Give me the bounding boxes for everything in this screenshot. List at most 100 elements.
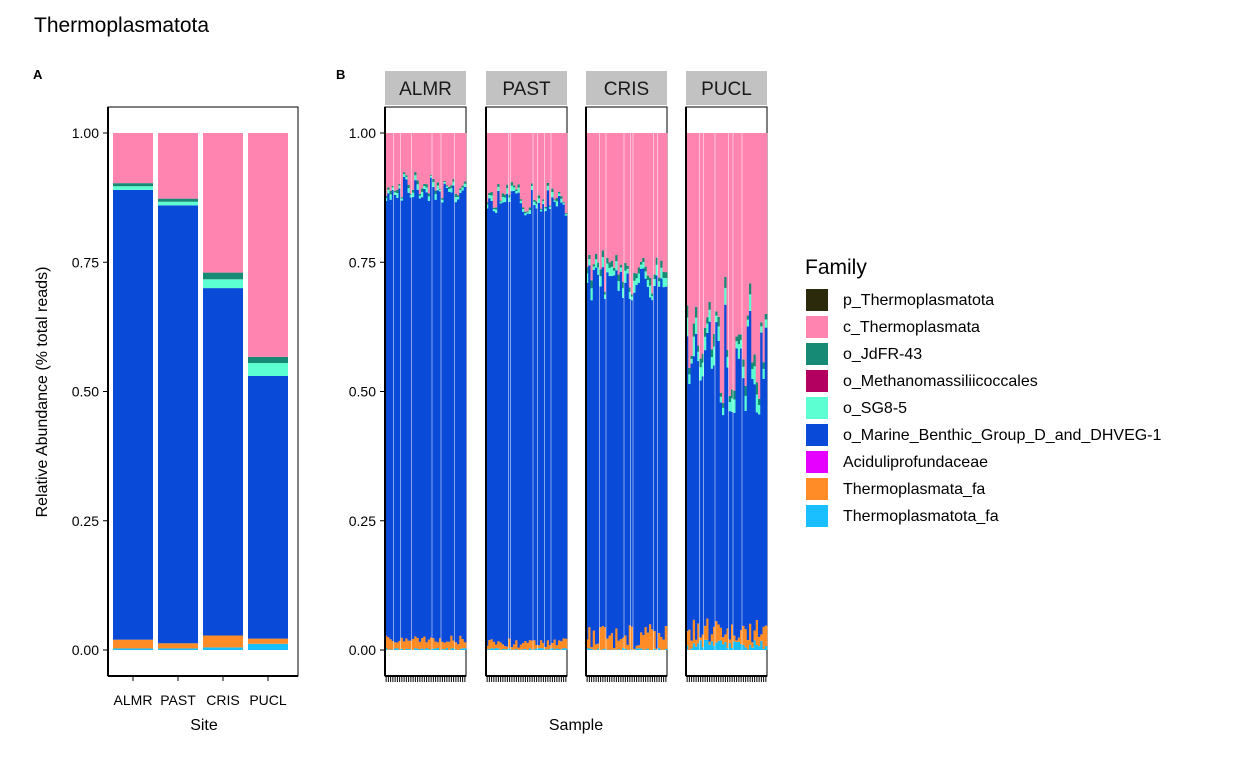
- sample-bar-segment: [731, 647, 734, 650]
- sample-bar-segment: [751, 642, 754, 648]
- sample-bar-segment: [562, 202, 566, 204]
- bar-segment: [113, 186, 153, 190]
- sample-bar-segment: [434, 190, 438, 195]
- sample-bar-segment: [555, 198, 559, 202]
- sample-bar-segment: [457, 195, 460, 197]
- sample-bar-segment: [617, 640, 621, 650]
- sample-bar-segment: [649, 285, 652, 298]
- sample-bar-segment: [758, 405, 761, 415]
- sample-bar-segment: [558, 649, 561, 650]
- sample-bar-segment: [740, 630, 743, 645]
- sample-bar-segment: [461, 185, 465, 188]
- legend-swatch: [806, 316, 828, 338]
- sample-bar-segment: [704, 625, 707, 640]
- sample-bar-segment: [459, 133, 462, 189]
- sample-bar-segment: [560, 198, 563, 203]
- sample-bar-segment: [628, 287, 632, 292]
- sample-bar-segment: [651, 296, 654, 301]
- sample-bar-segment: [695, 333, 698, 640]
- sample-bar-segment: [528, 213, 532, 641]
- panel-b-tag: B: [336, 67, 345, 82]
- sample-bar-segment: [405, 175, 408, 177]
- sample-bar-segment: [590, 288, 594, 301]
- bar-segment: [248, 356, 288, 364]
- sample-bar-segment: [555, 201, 559, 207]
- sample-bar-segment: [412, 133, 415, 190]
- sample-bar-segment: [588, 259, 591, 266]
- sample-bar-segment: [722, 644, 725, 650]
- sample-bar-segment: [655, 648, 659, 650]
- sample-bar-segment: [640, 268, 643, 633]
- sample-bar-segment: [760, 326, 763, 333]
- sample-bar-segment: [764, 646, 768, 650]
- sample-bar-segment: [537, 648, 541, 650]
- sample-bar-segment: [590, 647, 594, 649]
- sample-bar-segment: [443, 649, 447, 650]
- sample-bar-segment: [425, 133, 429, 185]
- sample-bar-segment: [409, 649, 413, 650]
- sample-bar-segment: [606, 263, 609, 273]
- sample-bar-segment: [592, 269, 596, 631]
- sample-bar-segment: [686, 317, 689, 337]
- sample-bar-segment: [544, 206, 548, 209]
- x-tick-label: ALMR: [114, 692, 153, 708]
- sample-bar-segment: [540, 640, 543, 649]
- sample-bar-segment: [564, 638, 568, 649]
- sample-bar-segment: [450, 192, 453, 636]
- sample-bar-segment: [421, 638, 424, 649]
- sample-bar-segment: [533, 201, 536, 205]
- sample-bar-segment: [655, 257, 659, 265]
- sample-bar-segment: [751, 378, 754, 643]
- sample-bar-segment: [542, 642, 545, 649]
- sample-bar-segment: [735, 133, 739, 337]
- sample-bar-segment: [597, 133, 600, 263]
- sample-bar-segment: [699, 367, 703, 381]
- sample-bar-segment: [760, 332, 763, 635]
- sample-bar-segment: [506, 188, 509, 194]
- sample-bar-segment: [418, 195, 422, 199]
- sample-bar-segment: [542, 648, 545, 650]
- sample-bar-segment: [454, 202, 458, 643]
- sample-bar-segment: [595, 259, 598, 268]
- sample-bar-segment: [764, 625, 768, 647]
- sample-bar-segment: [398, 185, 402, 189]
- sample-bar-segment: [454, 193, 458, 198]
- sample-bar-segment: [644, 649, 648, 650]
- bar-segment: [113, 133, 153, 184]
- sample-bar-segment: [549, 206, 552, 209]
- sample-bar-segment: [553, 200, 557, 202]
- sample-bar-segment: [508, 133, 512, 195]
- sample-bar-segment: [535, 201, 539, 205]
- sample-bar-segment: [436, 185, 440, 191]
- sample-bar-segment: [608, 133, 612, 263]
- sample-bar-segment: [407, 649, 411, 650]
- sample-bar-segment: [537, 645, 541, 649]
- sample-bar-segment: [642, 268, 645, 636]
- sample-bar-segment: [461, 133, 465, 186]
- facet-strip-label: CRIS: [604, 79, 649, 100]
- bar-segment: [248, 643, 288, 650]
- sample-bar-segment: [421, 191, 424, 198]
- sample-bar-segment: [495, 648, 498, 650]
- sample-bar-segment: [688, 629, 691, 650]
- sample-bar-segment: [400, 133, 404, 198]
- sample-bar-segment: [637, 273, 641, 283]
- sample-bar-segment: [595, 253, 598, 260]
- sample-bar-segment: [434, 641, 438, 649]
- sample-bar-segment: [753, 630, 757, 641]
- sample-bar-segment: [628, 133, 632, 288]
- sample-bar-segment: [633, 292, 636, 649]
- sample-bar-segment: [535, 208, 539, 645]
- sample-bar-segment: [490, 191, 494, 196]
- legend-label: o_Marine_Benthic_Group_D_and_DHVEG-1: [843, 427, 1162, 444]
- sample-bar-segment: [713, 626, 716, 646]
- sample-bar-segment: [699, 640, 703, 650]
- sample-bar-segment: [762, 379, 766, 627]
- sample-bar-segment: [695, 317, 698, 334]
- sample-bar-segment: [653, 133, 657, 275]
- sample-bar-segment: [423, 183, 426, 186]
- sample-bar-segment: [425, 192, 429, 643]
- facet-strip: [486, 71, 567, 105]
- sample-bar-segment: [722, 415, 725, 638]
- sample-bar-segment: [731, 624, 734, 648]
